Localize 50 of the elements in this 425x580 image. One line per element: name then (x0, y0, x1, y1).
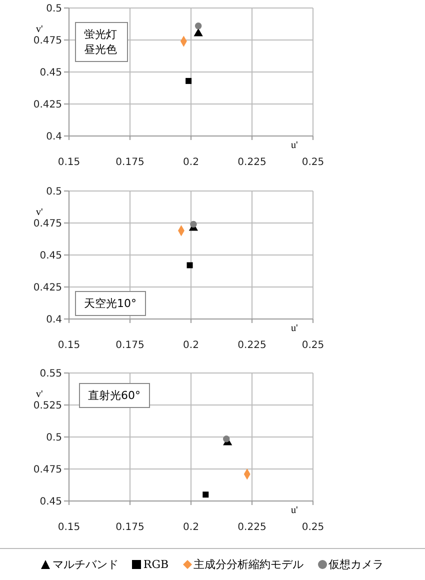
x-tick-label: 0.175 (116, 340, 144, 352)
point (194, 28, 203, 36)
x-tick-label: 0.175 (116, 157, 144, 168)
legend-label: 主成分分析縮約モデル (194, 557, 304, 572)
legend-label: RGB (143, 558, 169, 571)
x-tick-label: 0.2 (183, 340, 199, 352)
x-tick-label: 0.25 (302, 157, 324, 168)
x-axis-title: u' (291, 140, 298, 151)
x-tick-label: 0.15 (58, 340, 80, 352)
y-tick-label: 0.4 (46, 132, 62, 143)
y-axis-title: v' (36, 389, 43, 400)
legend-label: 仮想カメラ (328, 557, 384, 572)
x-tick-label: 0.15 (58, 157, 80, 168)
x-tick-label: 0.25 (302, 522, 324, 534)
x-tick-label: 0.225 (238, 522, 266, 534)
x-tick-label: 0.225 (238, 157, 266, 168)
x-tick-label: 0.25 (302, 340, 324, 352)
legend-label: マルチバンド (52, 557, 118, 572)
x-tick-label: 0.15 (58, 522, 80, 534)
y-tick-label: 0.4 (46, 314, 62, 326)
point (190, 220, 197, 228)
x-tick-label: 0.175 (116, 522, 144, 534)
annotation: 蛍光灯昼光色 (75, 22, 128, 62)
y-tick-label: 0.5 (46, 432, 62, 444)
x-tick-label: 0.2 (183, 522, 199, 534)
annotation: 直射光60° (79, 383, 150, 408)
y-tick-label: 0.425 (33, 100, 62, 111)
y-tick-label: 0.5 (46, 4, 62, 15)
x-axis-title: u' (291, 505, 298, 516)
y-tick-label: 0.475 (33, 36, 62, 47)
annotation: 天空光10° (75, 291, 146, 316)
point (186, 78, 192, 84)
y-tick-label: 0.475 (33, 464, 62, 476)
y-tick-label: 0.45 (40, 496, 62, 508)
x-tick-label: 0.225 (238, 340, 266, 352)
point (222, 436, 230, 442)
y-tick-label: 0.425 (33, 282, 62, 294)
y-tick-label: 0.5 (46, 186, 62, 198)
y-tick-label: 0.475 (33, 218, 62, 230)
y-tick-label: 0.45 (40, 68, 62, 79)
x-axis-title: u' (291, 323, 298, 334)
x-tick-label: 0.2 (183, 157, 199, 168)
point (202, 492, 209, 498)
y-axis-title: v' (36, 24, 43, 35)
point (194, 22, 202, 30)
point (186, 262, 193, 268)
y-axis-title: v' (36, 207, 43, 218)
y-tick-label: 0.45 (40, 250, 62, 262)
y-tick-label: 0.525 (33, 400, 62, 412)
y-tick-label: 0.55 (40, 368, 62, 380)
